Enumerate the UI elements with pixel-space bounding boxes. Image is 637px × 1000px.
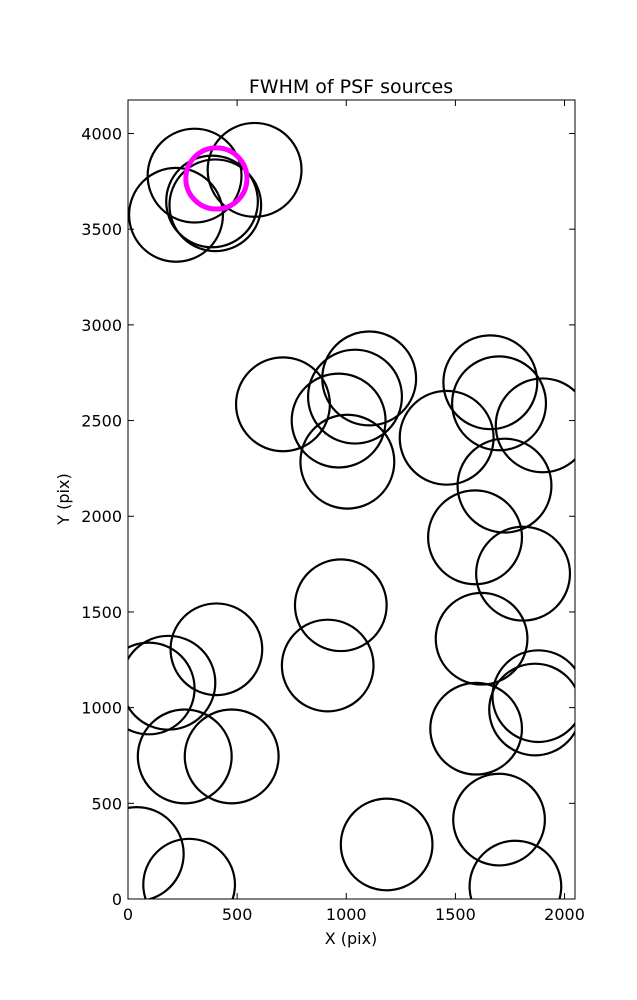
source-marker-5 xyxy=(168,158,263,253)
y-axis: 0 500 1000 1500 2000 2500 3000 3500 4000 xyxy=(81,124,575,909)
source-marker-13 xyxy=(494,377,575,474)
source-marker-16 xyxy=(427,489,524,586)
source-marker-23 xyxy=(136,708,233,805)
highlighted-source-marker xyxy=(183,145,250,212)
x-tick-label-1500: 1500 xyxy=(435,905,476,924)
source-marker-9 xyxy=(290,372,387,469)
source-marker-30 xyxy=(488,662,575,757)
y-tick-label-1000: 1000 xyxy=(81,699,122,718)
source-marker-4 xyxy=(165,154,259,249)
source-marker-17 xyxy=(475,525,572,622)
y-tick-label-3000: 3000 xyxy=(81,316,122,335)
source-marker-19 xyxy=(280,618,375,713)
source-marker-22 xyxy=(128,641,196,736)
x-axis: 0 500 1000 1500 2000 xyxy=(123,100,585,924)
x-tick-label-0: 0 xyxy=(123,905,133,924)
source-marker-29 xyxy=(491,649,575,744)
x-tick-label-500: 500 xyxy=(222,905,253,924)
source-marker-12 xyxy=(451,355,548,452)
source-markers xyxy=(128,121,575,899)
y-tick-label-4000: 4000 xyxy=(81,124,122,143)
source-marker-21 xyxy=(128,634,217,731)
x-tick-label-1000: 1000 xyxy=(326,905,367,924)
x-tick-label-2000: 2000 xyxy=(544,905,585,924)
source-marker-31 xyxy=(429,681,524,776)
y-tick-label-2000: 2000 xyxy=(81,507,122,526)
source-marker-32 xyxy=(452,772,546,867)
chart-title: FWHM of PSF sources xyxy=(249,76,453,98)
y-tick-label-2500: 2500 xyxy=(81,412,122,431)
source-marker-8 xyxy=(306,348,404,445)
source-marker-24 xyxy=(183,708,280,805)
source-marker-27 xyxy=(339,797,434,892)
source-marker-26 xyxy=(142,837,237,899)
y-axis-label: Y (pix) xyxy=(54,473,73,525)
source-marker-18 xyxy=(293,558,388,653)
y-tick-label-3500: 3500 xyxy=(81,220,122,239)
source-marker-25 xyxy=(128,806,185,899)
plot-frame xyxy=(127,99,576,900)
x-axis-label: X (pix) xyxy=(325,929,378,948)
source-marker-14 xyxy=(398,389,495,486)
source-marker-10 xyxy=(299,413,396,510)
source-marker-7 xyxy=(321,330,418,427)
source-marker-28 xyxy=(434,591,529,686)
source-marker-15 xyxy=(456,437,553,534)
y-tick-label-1500: 1500 xyxy=(81,603,122,622)
y-tick-label-0: 0 xyxy=(112,890,122,909)
source-marker-20 xyxy=(169,602,264,697)
y-tick-label-500: 500 xyxy=(91,794,122,813)
source-marker-33 xyxy=(468,839,563,899)
source-marker-11 xyxy=(442,334,539,431)
source-marker-3 xyxy=(128,166,225,263)
source-marker-1 xyxy=(146,127,243,224)
